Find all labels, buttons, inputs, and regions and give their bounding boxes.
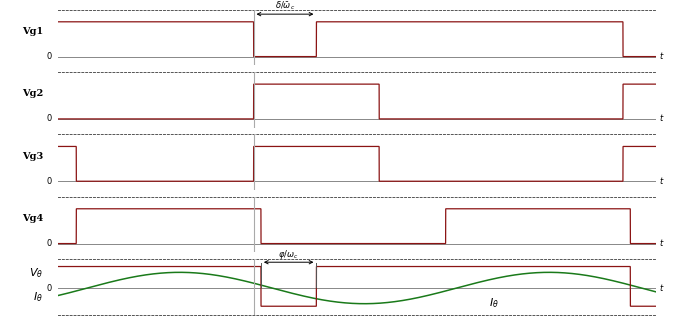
Text: t: t	[659, 177, 662, 186]
Text: t: t	[659, 52, 662, 61]
Text: Vg4: Vg4	[22, 214, 43, 223]
Text: t: t	[659, 239, 662, 248]
Text: 0: 0	[46, 177, 52, 186]
Text: 0: 0	[46, 52, 52, 61]
Text: $\varphi/\omega_c$: $\varphi/\omega_c$	[278, 248, 299, 261]
Text: 0: 0	[46, 239, 52, 248]
Text: 0: 0	[46, 114, 52, 123]
Text: Vg3: Vg3	[22, 152, 43, 161]
Text: t: t	[659, 283, 662, 292]
Text: $V_{\theta}$: $V_{\theta}$	[29, 266, 43, 280]
Text: 0: 0	[46, 283, 52, 292]
Text: t: t	[659, 114, 662, 123]
Text: $I_{\theta}$: $I_{\theta}$	[33, 290, 43, 304]
Text: Vg1: Vg1	[22, 27, 43, 36]
Text: $\delta/\bar{\omega}_c$: $\delta/\bar{\omega}_c$	[275, 0, 295, 13]
Text: $I_{\theta}$: $I_{\theta}$	[489, 296, 498, 309]
Text: Vg2: Vg2	[22, 89, 43, 98]
